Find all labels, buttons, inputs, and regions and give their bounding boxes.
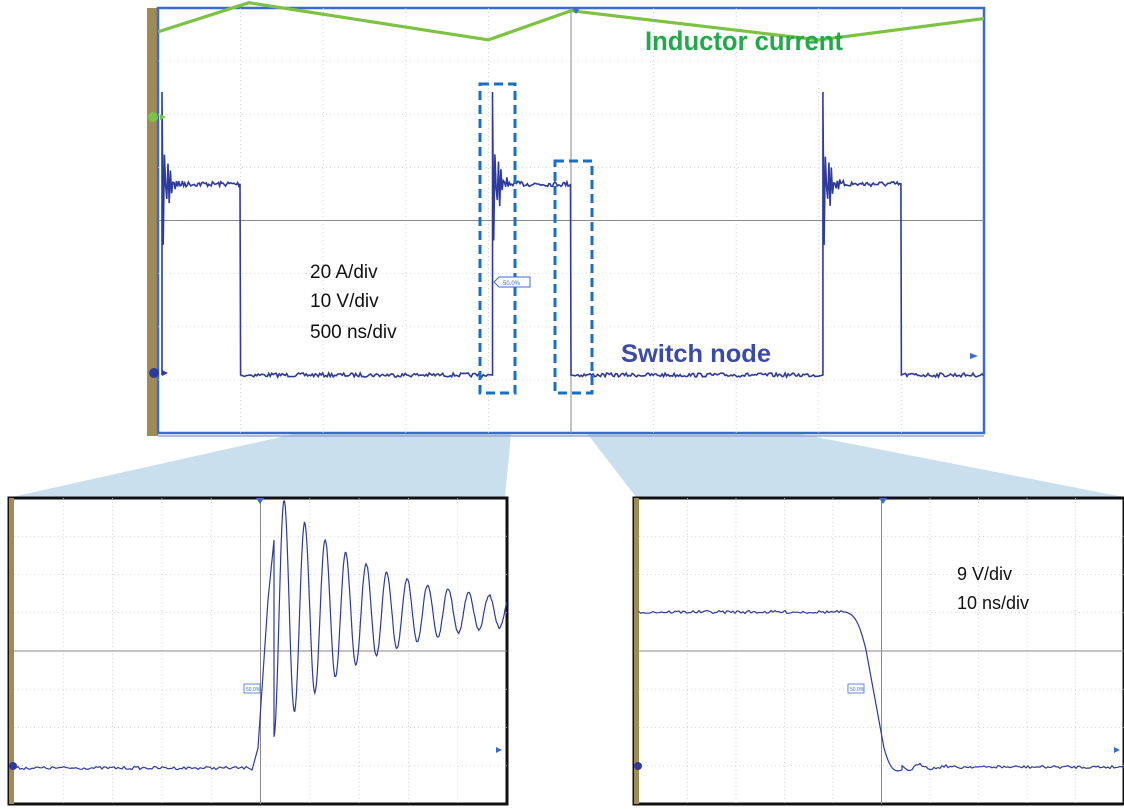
main-marker-label: 50.0% xyxy=(503,281,521,287)
zoom-falling-marker-tag: 50.0% xyxy=(847,683,865,694)
zoom-falling-marker-label: 50.0% xyxy=(850,687,865,693)
zoom-rising-trace xyxy=(13,500,508,771)
zoom-falling-bezel xyxy=(634,498,639,804)
zoom-rising-level-marker xyxy=(496,747,502,753)
main-bezel-left xyxy=(147,8,158,436)
zoom-rising-grid xyxy=(14,498,507,804)
zoom-falling-trigger-marker xyxy=(879,498,887,504)
zoom-rising-channel-marker xyxy=(9,762,17,770)
zoom-falling-grid xyxy=(639,498,1124,804)
zoom-rising-bezel xyxy=(9,498,14,804)
zoom-falling-trace xyxy=(638,609,1124,772)
inductor-current-label: Inductor current xyxy=(645,26,843,56)
zoom-falling-voltage-scale: 9 V/div xyxy=(957,564,1012,584)
rising-edge-highlight-box xyxy=(478,82,517,395)
switch-node-trace xyxy=(161,91,985,380)
current-scale-label: 20 A/div xyxy=(310,262,378,283)
zoom-rising-scope: 50.0% xyxy=(7,496,509,806)
inductor-current-trace xyxy=(157,1,985,42)
voltage-scale-label: 10 V/div xyxy=(310,291,379,312)
main-traces xyxy=(157,1,985,380)
switch-node-label: Switch node xyxy=(621,340,771,368)
zoom-rising-marker-tag: 50.0% xyxy=(243,683,261,694)
falling-edge-highlight-box xyxy=(553,159,594,395)
zoom-rising-traces xyxy=(13,500,508,771)
zoom-falling-traces xyxy=(638,609,1124,772)
main-scope: 50.0% Inductor current Switch node 20 A/… xyxy=(147,1,986,437)
zoom-falling-time-scale: 10 ns/div xyxy=(957,593,1029,613)
zoom-rising-trigger-marker xyxy=(256,498,264,504)
trigger-top-marker xyxy=(572,8,580,14)
zoom-falling-level-marker xyxy=(1114,747,1120,753)
zoom-rising-marker-label: 50.0% xyxy=(246,687,261,693)
zoom-falling-channel-marker xyxy=(634,762,642,770)
channel-2-marker xyxy=(148,112,166,122)
zoom-falling-scope: 50.0% 9 V/div 10 ns/div xyxy=(632,496,1124,806)
trigger-level-marker xyxy=(970,353,978,359)
main-marker-tag: 50.0% xyxy=(493,276,531,288)
time-scale-label: 500 ns/div xyxy=(310,322,397,343)
channel-1-marker xyxy=(149,368,168,378)
